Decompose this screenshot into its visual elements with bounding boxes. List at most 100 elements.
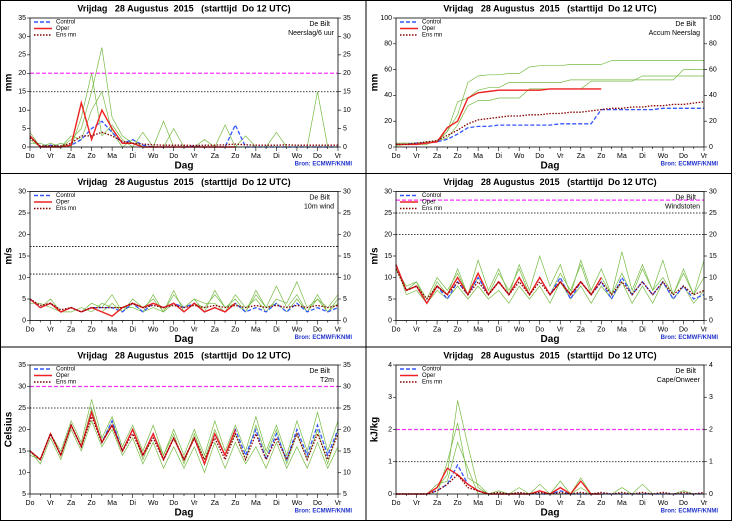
x-tick-label: Wo (148, 500, 158, 507)
member-line (29, 419, 339, 474)
location: De Bilt (675, 368, 696, 375)
x-tick-label: Di (495, 153, 502, 160)
x-tick-label: Zo (231, 500, 239, 507)
parameter: Windstoten (665, 203, 700, 210)
x-tick-label: Vr (701, 153, 708, 160)
y-tick-label: 5 (22, 296, 26, 303)
y-tick-label: 100 (709, 15, 721, 22)
x-tick-label: Wo (658, 153, 668, 160)
y-tick-label: 25 (343, 52, 351, 59)
legend-label: Control (56, 193, 75, 199)
legend-label: Ens mn (56, 206, 76, 212)
x-tick-label: Wo (148, 326, 158, 333)
panel: Vrijdag 28 Augustus 2015 (starttijd Do 1… (370, 177, 719, 345)
y-axis-label: kJ/kg (370, 417, 381, 443)
legend-label: Control (422, 367, 441, 373)
y-tick-label: 10 (709, 274, 717, 281)
y-tick-label: 80 (384, 41, 392, 48)
y-tick-label: 20 (18, 231, 26, 238)
x-tick-label: Do (26, 326, 35, 333)
x-tick-label: Do (169, 153, 178, 160)
y-tick-label: 0 (709, 144, 713, 151)
y-tick-label: 30 (709, 188, 717, 195)
y-tick-label: 0 (343, 144, 347, 151)
y-tick-label: 35 (343, 362, 351, 369)
y-tick-label: 0 (388, 144, 392, 151)
x-tick-label: Wo (292, 153, 302, 160)
x-tick-label: Ma (617, 153, 627, 160)
y-tick-label: 0 (388, 491, 392, 498)
x-tick-label: Vr (413, 326, 420, 333)
x-tick-label: Vr (47, 153, 54, 160)
y-tick-label: 25 (18, 52, 26, 59)
x-tick-label: Di (639, 153, 646, 160)
x-tick-label: Ma (473, 326, 483, 333)
member-line (395, 264, 705, 305)
x-tick-label: Vr (47, 500, 54, 507)
panel: Vrijdag 28 Augustus 2015 (starttijd Do 1… (370, 3, 721, 171)
x-tick-label: Do (169, 500, 178, 507)
y-tick-label: 20 (384, 118, 392, 125)
y-tick-label: 4 (388, 362, 392, 369)
x-axis-label: Dag (175, 508, 194, 519)
y-tick-label: 0 (343, 317, 347, 324)
legend-label: Oper (422, 373, 435, 379)
y-tick-label: 15 (343, 253, 351, 260)
y-tick-label: 30 (18, 383, 26, 390)
x-tick-label: Di (639, 326, 646, 333)
x-tick-label: Zo (231, 326, 239, 333)
y-tick-label: 30 (18, 188, 26, 195)
y-axis-label: mm (370, 74, 381, 92)
x-tick-label: Do (313, 326, 322, 333)
legend-label: Oper (422, 26, 435, 32)
series-line (29, 298, 339, 313)
x-tick-label: Wo (514, 500, 524, 507)
x-tick-label: Do (392, 326, 401, 333)
x-tick-label: Zo (88, 153, 96, 160)
x-tick-label: Vr (413, 153, 420, 160)
x-tick-label: Wo (148, 153, 158, 160)
y-tick-label: 0 (709, 491, 713, 498)
y-tick-label: 0 (709, 317, 713, 324)
series-line (29, 414, 339, 462)
x-tick-label: Do (679, 326, 688, 333)
x-tick-label: Di (495, 500, 502, 507)
x-tick-label: Do (679, 500, 688, 507)
x-tick-label: Za (577, 326, 585, 333)
y-tick-label: 10 (384, 274, 392, 281)
legend-label: Ens mn (56, 380, 76, 386)
y-tick-label: 35 (343, 15, 351, 22)
y-tick-label: 10 (343, 107, 351, 114)
legend-label: Ens mn (422, 380, 442, 386)
y-tick-label: 30 (384, 188, 392, 195)
x-tick-label: Ma (251, 500, 261, 507)
legend-label: Oper (422, 200, 435, 206)
y-axis-label: m/s (370, 247, 381, 265)
x-tick-label: Za (433, 153, 441, 160)
x-tick-label: Vr (335, 326, 342, 333)
y-tick-label: 25 (384, 210, 392, 217)
x-tick-label: Do (535, 153, 544, 160)
source: Bron: ECMWF/KNMI (295, 162, 353, 168)
y-tick-label: 30 (343, 383, 351, 390)
x-tick-label: Di (129, 326, 136, 333)
x-tick-label: Vr (47, 326, 54, 333)
parameter: Cape/Onweer (657, 377, 701, 384)
x-tick-label: Vr (335, 153, 342, 160)
x-tick-label: Zo (454, 500, 462, 507)
x-axis-label: Dag (175, 334, 194, 345)
x-tick-label: Za (211, 500, 219, 507)
source: Bron: ECMWF/KNMI (661, 162, 719, 168)
x-tick-label: Ma (473, 500, 483, 507)
y-tick-label: 20 (384, 231, 392, 238)
series-line (396, 88, 602, 146)
source: Bron: ECMWF/KNMI (661, 335, 719, 341)
x-tick-label: Di (273, 500, 280, 507)
series-line (396, 107, 704, 146)
x-tick-label: Do (26, 500, 35, 507)
y-tick-label: 40 (709, 92, 717, 99)
y-tick-label: 10 (343, 274, 351, 281)
y-tick-label: 5 (343, 125, 347, 132)
y-tick-label: 1 (388, 459, 392, 466)
